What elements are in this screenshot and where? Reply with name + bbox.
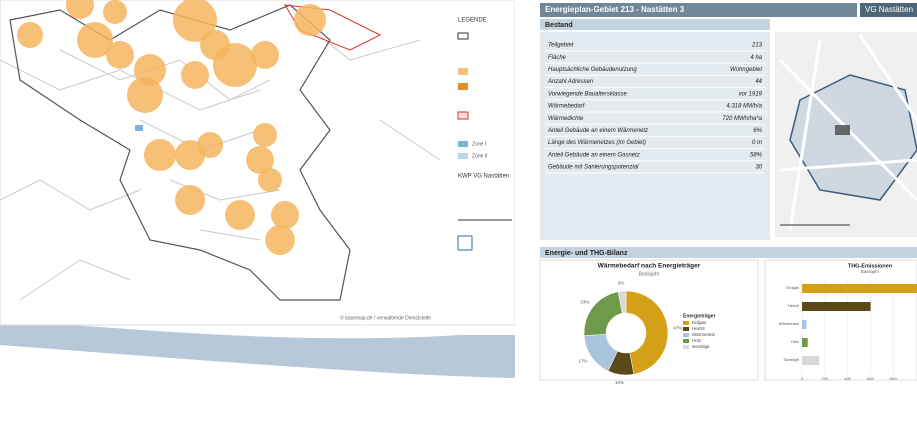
info-title: KWP VG Nastätten <box>458 174 509 180</box>
legend-title: Energieträger <box>683 313 716 319</box>
y-tick-label: Erdgas <box>786 285 799 290</box>
report: Energieplan-Gebiet 213 - Nastätten 3 VG … <box>515 0 917 385</box>
section-bar <box>540 19 770 30</box>
legend-swatch <box>458 141 468 147</box>
row-label: Vorwiegende Baualtersklasse <box>548 91 627 97</box>
row-value: 720 MWh/ha*a <box>722 116 762 122</box>
section-title: Energie- und THG-Bilanz <box>545 250 628 257</box>
map-document: © basemap.de / verwaltende Dienststelle … <box>0 0 516 378</box>
report-header <box>540 3 857 17</box>
bar <box>802 356 820 365</box>
row-value: 4 ha <box>750 55 762 61</box>
charts: Wärmebedarf nach EnergieträgerBasisjahr4… <box>578 263 917 385</box>
legend-label: Sonstige <box>692 344 710 349</box>
slice-label: 23% <box>580 300 589 305</box>
slice-label: 47% <box>673 325 682 330</box>
chart-panel <box>764 259 917 381</box>
report-region: VG Nastätten <box>865 5 913 14</box>
legend-swatch <box>457 32 469 40</box>
row-label: Wärmebedarf <box>548 104 586 110</box>
row-label: Hauptsächliche Gebäudenutzung <box>548 67 637 73</box>
legend-swatch <box>683 345 689 349</box>
row-value: 6% <box>753 128 762 134</box>
report-header-right <box>860 3 917 17</box>
heat-blobs <box>17 0 326 255</box>
row-label: Länge des Wärmenetzes (im Gebiet) <box>548 140 646 146</box>
legend-label: Wärmenetz <box>692 332 716 337</box>
legend-swatch <box>683 333 689 337</box>
row-label: Wärmedichte <box>548 116 584 122</box>
row-value: Wohngebiet <box>730 67 762 73</box>
chart-subtitle: Basisjahr <box>639 271 660 277</box>
bar <box>802 320 807 329</box>
row-value: 0 m <box>752 140 762 146</box>
legend-label: Zone II <box>472 153 488 159</box>
chart-subtitle: Basisjahr <box>861 269 880 274</box>
map-area <box>0 0 441 301</box>
section-title: Bestand <box>545 22 573 29</box>
map-legend: LEGENDE Zone I Zone II KWP VG Nastätten <box>457 18 512 251</box>
bar <box>802 338 808 347</box>
row-value: 4.318 MWh/a <box>726 104 762 110</box>
legend-swatch <box>683 339 689 343</box>
slice-label: 10% <box>615 380 624 385</box>
pie-slice <box>625 290 669 375</box>
row-value: 213 <box>751 43 763 49</box>
chart-title: THG-Emissionen <box>848 263 893 269</box>
row-value: vor 1919 <box>739 91 763 97</box>
x-tick-label: 200 <box>822 376 829 381</box>
row-label: Fläche <box>548 55 567 61</box>
data-table: Teilgebiet 213 Fläche 4 ha Hauptsächliche Ge… <box>545 43 765 174</box>
x-tick-label: 400 <box>844 376 851 381</box>
y-tick-label: Wärmenetz <box>779 321 799 326</box>
zone-area <box>135 125 143 131</box>
legend-swatch <box>683 327 689 331</box>
y-tick-label: Heizöl <box>788 303 799 308</box>
swoosh <box>0 320 515 378</box>
legend-swatch <box>457 111 469 120</box>
slice-label: 17% <box>578 358 587 363</box>
legend-label: Zone I <box>472 141 486 147</box>
legend-label: Erdgas <box>692 320 707 325</box>
row-value: 58% <box>750 152 763 158</box>
x-tick-label: 600 <box>867 376 874 381</box>
legend-swatch <box>458 153 468 159</box>
row-label: Anteil Gebäude an einem Wärmenetz <box>547 128 648 134</box>
bar <box>802 284 917 293</box>
area-map <box>775 32 917 237</box>
chart-title: Wärmebedarf nach Energieträger <box>598 263 701 270</box>
pie-slice <box>617 290 627 314</box>
row-label: Gebäude mit Sanierungspotenzial <box>548 165 639 171</box>
bar <box>802 302 871 311</box>
row-value: 44 <box>755 79 762 85</box>
y-tick-label: Sonstige <box>783 357 799 362</box>
y-tick-label: Holz <box>791 339 799 344</box>
x-tick-label: 800 <box>890 376 897 381</box>
slice-label: 3% <box>618 280 625 285</box>
row-label: Anteil Gebäude an einem Gasnetz <box>547 152 640 158</box>
legend-label: Heizöl <box>692 326 705 331</box>
legend-swatch <box>683 321 689 325</box>
logo <box>457 235 473 251</box>
row-label: Teilgebiet <box>548 43 574 49</box>
section-bar <box>540 247 917 258</box>
x-tick-label: 0 <box>801 376 804 381</box>
report-title: Energieplan-Gebiet 213 - Nastätten 3 <box>545 5 685 14</box>
legend-label: Holz <box>692 338 702 343</box>
legend-swatch <box>458 83 468 90</box>
legend-swatch <box>458 68 468 75</box>
row-value: 30 <box>755 165 762 171</box>
row-label: Anzahl Adressen <box>547 79 594 85</box>
map-credit: © basemap.de / verwaltende Dienststelle <box>340 314 431 321</box>
building <box>835 125 850 135</box>
legend-title: LEGENDE <box>458 18 487 24</box>
